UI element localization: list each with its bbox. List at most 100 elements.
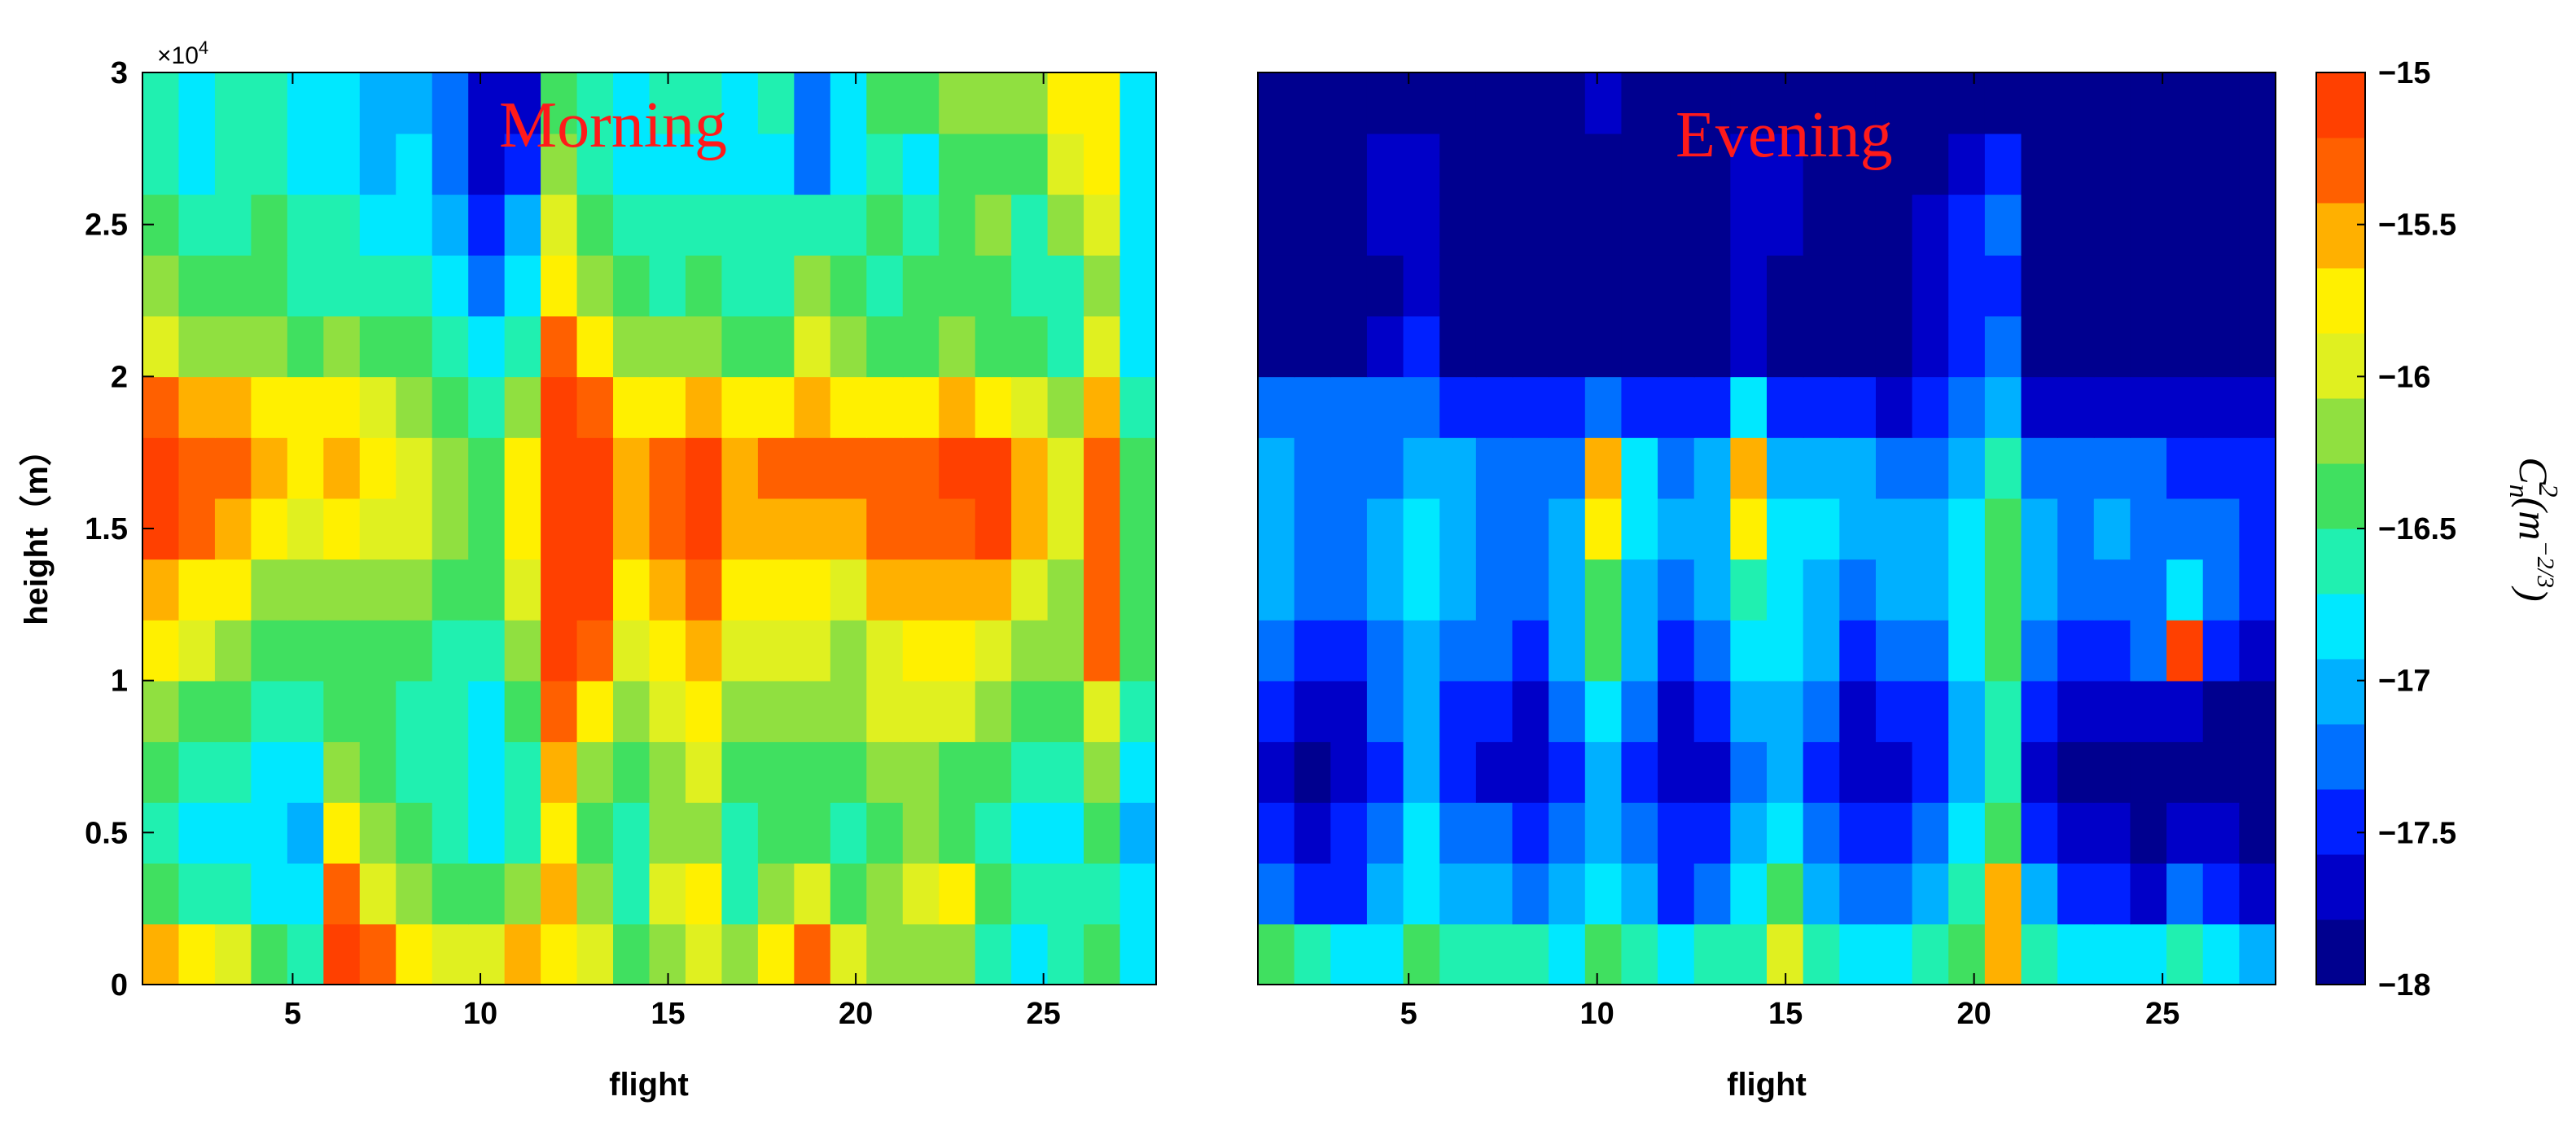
heatmap-cell <box>866 923 904 985</box>
heatmap-cell <box>2093 680 2131 743</box>
heatmap-cell <box>794 315 831 378</box>
heatmap-cell <box>1584 437 1623 499</box>
heatmap-cell <box>323 802 361 864</box>
heatmap-cell <box>1258 194 1295 256</box>
x-tick-label: 25 <box>1027 997 1061 1031</box>
heatmap-cell <box>757 862 795 925</box>
heatmap-cell <box>1839 923 1877 985</box>
x-tick-label: 20 <box>839 997 873 1031</box>
heatmap-cell <box>142 923 180 985</box>
heatmap-cell <box>1119 194 1157 256</box>
heatmap-cell <box>2057 437 2095 499</box>
heatmap-cell <box>975 802 1012 864</box>
heatmap-cell <box>251 802 288 864</box>
heatmap-cell <box>576 559 614 621</box>
heatmap-cell <box>1803 802 1841 864</box>
heatmap-cell <box>757 194 795 256</box>
colorbar: −18 −17.5 −17 −16.5 −16 −15.5 −15 Cn2(m−2/3) <box>2315 56 2563 1002</box>
heatmap-cell <box>2093 741 2131 803</box>
heatmap-cell <box>2093 255 2131 317</box>
heatmap-cell <box>2093 315 2131 378</box>
heatmap-cell <box>2202 862 2241 925</box>
heatmap-cell <box>975 923 1012 985</box>
heatmap-cell <box>504 741 541 803</box>
heatmap-cell <box>287 559 325 621</box>
heatmap-cell <box>1330 741 1368 803</box>
heatmap-cell <box>2130 559 2167 621</box>
heatmap-cell <box>1803 194 1841 256</box>
heatmap-cell <box>1584 741 1623 803</box>
heatmap-cell <box>1512 255 1549 317</box>
heatmap-cell <box>1875 559 1913 621</box>
heatmap-cell <box>2130 255 2167 317</box>
heatmap-cell <box>1011 559 1049 621</box>
heatmap-cell <box>1658 437 1695 499</box>
heatmap-cell <box>468 72 506 134</box>
heatmap-cell <box>613 376 651 438</box>
heatmap-cell <box>866 194 904 256</box>
colorbar-label-exponent: −2/3 <box>2532 540 2559 588</box>
heatmap-cell <box>1912 741 1950 803</box>
heatmap-cell <box>1119 72 1157 134</box>
heatmap-cell <box>685 315 723 378</box>
heatmap-cell <box>1767 376 1804 438</box>
heatmap-cell <box>2130 620 2167 682</box>
heatmap-cell <box>613 741 651 803</box>
heatmap-cell <box>1512 620 1549 682</box>
x-tick-label: 20 <box>1956 997 1991 1031</box>
heatmap-cell <box>1294 680 1332 743</box>
heatmap-cell <box>287 680 325 743</box>
heatmap-cell <box>1658 741 1695 803</box>
heatmap-cell <box>287 862 325 925</box>
heatmap-cell <box>1047 72 1084 134</box>
heatmap-cell <box>323 862 361 925</box>
heatmap-cell <box>432 133 469 195</box>
heatmap-cell <box>1693 315 1732 378</box>
heatmap-cell <box>1584 620 1623 682</box>
heatmap-cell <box>1330 194 1368 256</box>
heatmap-cell <box>251 315 288 378</box>
heatmap-cell <box>287 255 325 317</box>
heatmap-cell <box>1767 498 1804 560</box>
heatmap-cell <box>178 255 216 317</box>
heatmap-cell <box>1658 255 1695 317</box>
heatmap-cell <box>1912 559 1950 621</box>
heatmap-cell <box>1294 315 1332 378</box>
heatmap-cell <box>757 72 795 134</box>
heatmap-cell <box>902 620 940 682</box>
heatmap-cell <box>468 498 506 560</box>
heatmap-cell <box>830 741 868 803</box>
heatmap-cell <box>178 72 216 134</box>
heatmap-cell <box>2057 133 2095 195</box>
heatmap-cell <box>2239 315 2276 378</box>
heatmap-cell <box>1912 255 1950 317</box>
heatmap-cell <box>541 255 578 317</box>
heatmap-cell <box>1658 802 1695 864</box>
heatmap-cell <box>1403 133 1441 195</box>
heatmap-cell <box>939 680 976 743</box>
heatmap-cell <box>1767 315 1804 378</box>
heatmap-cell <box>1439 559 1477 621</box>
heatmap-cell <box>1119 559 1157 621</box>
morning-title: Morning <box>499 90 727 161</box>
colorbar-tick-label: −17.5 <box>2378 816 2456 850</box>
heatmap-cell <box>1948 315 1986 378</box>
heatmap-cell <box>2130 680 2167 743</box>
heatmap-cell <box>287 437 325 499</box>
heatmap-cell <box>1047 862 1084 925</box>
heatmap-cell <box>1839 437 1877 499</box>
heatmap-cell <box>721 620 759 682</box>
heatmap-cell <box>866 437 904 499</box>
heatmap-cell <box>1658 862 1695 925</box>
heatmap-cell <box>721 72 759 134</box>
heatmap-cell <box>2093 72 2131 134</box>
heatmap-cell <box>1512 315 1549 378</box>
heatmap-cell <box>2093 802 2131 864</box>
heatmap-cell <box>757 620 795 682</box>
heatmap-cell <box>468 559 506 621</box>
heatmap-cell <box>1084 680 1121 743</box>
heatmap-cell <box>541 133 578 195</box>
heatmap-cell <box>1047 620 1084 682</box>
colorbar-label-superscript: 2 <box>2533 484 2563 498</box>
heatmap-cell <box>1294 620 1332 682</box>
